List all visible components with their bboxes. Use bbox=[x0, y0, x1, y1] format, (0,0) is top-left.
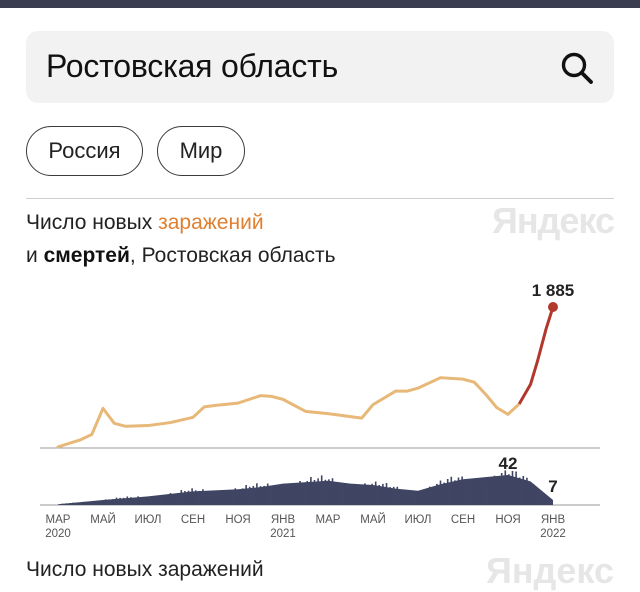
x-tick-month: МАЙ bbox=[360, 513, 386, 526]
covid-chart: 1 885 42 7 МАР 2020 МАЙ ИЮЛ СЕН НОЯ ЯНВ 2021 МАР МАЙ… bbox=[40, 281, 600, 540]
chart-title-line1: Число новых заражений bbox=[26, 206, 336, 239]
chip-russia[interactable]: Россия bbox=[26, 126, 143, 176]
next-section-title: Число новых заражений bbox=[26, 558, 264, 582]
next-title-text: Число новых bbox=[26, 558, 159, 581]
search-box[interactable]: Ростовская область bbox=[26, 31, 614, 103]
infections-last-point bbox=[548, 302, 558, 312]
deaths-last-label: 7 bbox=[548, 477, 557, 496]
x-tick-month: МАР bbox=[46, 514, 71, 526]
search-icon[interactable] bbox=[560, 51, 594, 85]
yandex-logo-bottom: Яндекс bbox=[485, 550, 614, 591]
x-tick-year: 2022 bbox=[540, 528, 566, 540]
x-tick-month: НОЯ bbox=[495, 514, 520, 526]
deaths-area bbox=[58, 475, 553, 505]
infections-line bbox=[56, 376, 521, 449]
x-tick-month: ИЮЛ bbox=[405, 514, 432, 526]
infections-last-label: 1 885 bbox=[532, 281, 575, 300]
title-deaths: смертей bbox=[43, 244, 130, 267]
search-input[interactable]: Ростовская область bbox=[46, 48, 339, 84]
x-tick-year: 2020 bbox=[45, 528, 71, 540]
yandex-logo: Яндекс bbox=[491, 200, 615, 241]
title-prefix: Число новых bbox=[26, 211, 159, 234]
x-tick-month: СЕН bbox=[181, 514, 205, 526]
x-tick-year: 2021 bbox=[270, 528, 296, 540]
chart-title: Число новых заражений и смертей, Ростовс… bbox=[26, 206, 336, 272]
infections-peak-line bbox=[517, 306, 555, 405]
chip-world[interactable]: Мир bbox=[157, 126, 245, 176]
x-tick-month: МАР bbox=[316, 514, 341, 526]
x-tick-month: ЯНВ bbox=[271, 514, 296, 526]
title-region: , Ростовская область bbox=[129, 244, 336, 267]
section-divider bbox=[26, 198, 614, 199]
x-tick-month: ИЮЛ bbox=[135, 514, 162, 526]
deaths-peak-label: 42 bbox=[499, 454, 518, 473]
x-tick-month: ЯНВ bbox=[541, 514, 566, 526]
x-tick-month: СЕН bbox=[451, 514, 475, 526]
next-title-infections: заражений bbox=[158, 558, 264, 581]
x-tick-month: НОЯ bbox=[225, 514, 250, 526]
top-status-bar bbox=[0, 0, 640, 8]
chart-title-line2: и смертей, Ростовская область bbox=[26, 239, 336, 272]
x-tick-month: МАЙ bbox=[90, 513, 116, 526]
title-and: и bbox=[26, 244, 44, 267]
title-infections: заражений bbox=[158, 211, 264, 234]
